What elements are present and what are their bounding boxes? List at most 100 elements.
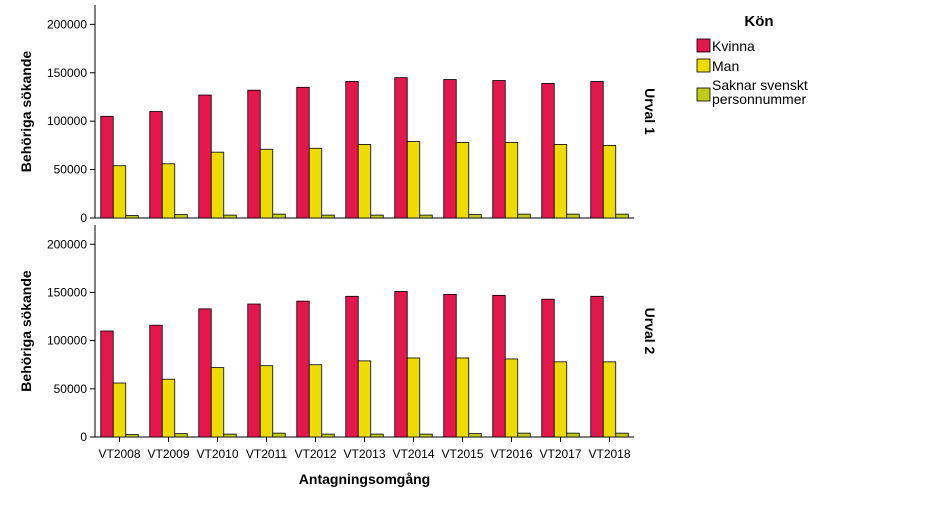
bar-kvinna	[198, 308, 212, 438]
bar-man	[455, 357, 470, 438]
bar-man	[553, 361, 568, 438]
bar-saknar-svenskt-personnummer	[615, 432, 629, 438]
bar-man	[259, 365, 274, 438]
legend-swatch	[696, 87, 711, 102]
legend-swatch	[696, 38, 711, 53]
bar-man	[161, 378, 176, 438]
x-tick-label: VT2018	[588, 447, 630, 461]
bar-kvinna	[296, 300, 310, 438]
bar-saknar-svenskt-personnummer	[125, 215, 139, 219]
legend-label: personnummer	[712, 91, 806, 107]
bar-kvinna	[394, 291, 408, 438]
bar-kvinna	[100, 330, 114, 438]
bar-kvinna	[541, 83, 555, 219]
bar-man	[602, 144, 617, 219]
bar-saknar-svenskt-personnummer	[370, 214, 384, 219]
bar-man	[357, 144, 372, 219]
bar-saknar-svenskt-personnummer	[321, 214, 335, 219]
bar-man	[308, 364, 323, 438]
y-tick-label: 50000	[54, 163, 88, 177]
bar-kvinna	[100, 115, 114, 219]
x-tick-label: VT2009	[147, 447, 189, 461]
bar-kvinna	[394, 77, 408, 219]
bar-saknar-svenskt-personnummer	[174, 214, 188, 219]
y-tick-label: 150000	[47, 285, 87, 299]
bar-man	[504, 358, 519, 438]
bar-man	[112, 382, 127, 438]
legend-label: Saknar svenskt	[712, 77, 808, 93]
y-axis-title: Behöriga sökande	[18, 270, 34, 392]
bar-man	[308, 147, 323, 219]
bar-saknar-svenskt-personnummer	[419, 433, 433, 438]
x-tick-label: VT2012	[294, 447, 336, 461]
bar-man	[504, 142, 519, 219]
legend-title: Kön	[744, 13, 773, 30]
y-tick-label: 100000	[47, 114, 87, 128]
bar-kvinna	[443, 293, 457, 438]
bar-kvinna	[590, 295, 604, 438]
bar-man	[553, 144, 568, 219]
bar-kvinna	[590, 81, 604, 219]
x-tick-label: VT2008	[98, 447, 140, 461]
bar-kvinna	[492, 80, 506, 219]
bar-kvinna	[198, 94, 212, 219]
bar-kvinna	[345, 81, 359, 219]
panel-label: Urval 1	[642, 88, 658, 135]
bar-saknar-svenskt-personnummer	[566, 213, 580, 219]
bar-kvinna	[149, 111, 163, 219]
bar-man	[357, 360, 372, 438]
bar-kvinna	[345, 295, 359, 438]
bar-man	[406, 357, 421, 438]
bar-saknar-svenskt-personnummer	[223, 433, 237, 438]
bar-saknar-svenskt-personnummer	[566, 432, 580, 438]
bar-kvinna	[247, 89, 261, 219]
y-tick-label: 150000	[47, 66, 87, 80]
bar-kvinna	[541, 298, 555, 438]
bar-saknar-svenskt-personnummer	[370, 433, 384, 438]
bar-saknar-svenskt-personnummer	[419, 214, 433, 219]
bar-kvinna	[296, 86, 310, 219]
x-tick-label: VT2010	[196, 447, 238, 461]
bar-saknar-svenskt-personnummer	[615, 213, 629, 219]
bar-saknar-svenskt-personnummer	[174, 433, 188, 438]
x-tick-label: VT2015	[441, 447, 483, 461]
bar-man	[112, 165, 127, 219]
bar-man	[259, 148, 274, 219]
bar-saknar-svenskt-personnummer	[223, 214, 237, 219]
bar-kvinna	[443, 79, 457, 219]
bar-man	[210, 151, 225, 219]
y-tick-label: 100000	[47, 334, 87, 348]
x-tick-label: VT2017	[539, 447, 581, 461]
x-tick-label: VT2011	[246, 447, 287, 461]
bar-saknar-svenskt-personnummer	[517, 213, 531, 219]
y-tick-label: 50000	[54, 382, 88, 396]
bar-saknar-svenskt-personnummer	[517, 432, 531, 438]
bar-kvinna	[492, 294, 506, 438]
panel-label: Urval 2	[642, 308, 658, 355]
y-tick-label: 200000	[47, 17, 87, 31]
bar-saknar-svenskt-personnummer	[125, 434, 139, 438]
bar-kvinna	[149, 324, 163, 438]
y-tick-label: 0	[80, 430, 87, 444]
bar-saknar-svenskt-personnummer	[321, 433, 335, 438]
bar-kvinna	[247, 303, 261, 438]
legend-swatch	[696, 58, 711, 73]
x-axis-title: Antagningsomgång	[299, 471, 430, 487]
legend-label: Kvinna	[712, 38, 755, 54]
bar-man	[406, 141, 421, 219]
bar-man	[602, 361, 617, 438]
bar-saknar-svenskt-personnummer	[468, 433, 482, 438]
x-tick-label: VT2016	[490, 447, 532, 461]
bar-saknar-svenskt-personnummer	[272, 432, 286, 438]
x-tick-label: VT2013	[343, 447, 385, 461]
y-tick-label: 0	[80, 211, 87, 225]
x-tick-label: VT2014	[392, 447, 434, 461]
bar-man	[210, 367, 225, 438]
y-tick-label: 200000	[47, 237, 87, 251]
bar-saknar-svenskt-personnummer	[468, 214, 482, 219]
legend-label: Man	[712, 58, 739, 74]
y-axis-title: Behöriga sökande	[18, 51, 34, 173]
bar-man	[455, 142, 470, 219]
